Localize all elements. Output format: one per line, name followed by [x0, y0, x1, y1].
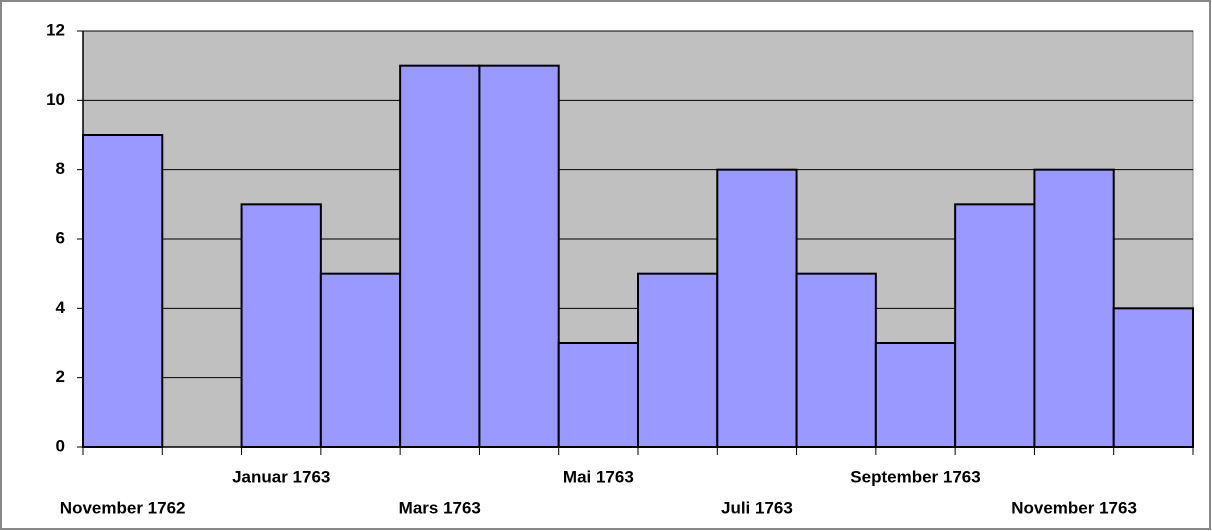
x-tick-label: November 1762: [60, 498, 186, 517]
bar: [954, 203, 1036, 448]
bar: [319, 272, 402, 448]
bar: [795, 272, 877, 448]
y-tick-label: 2: [56, 367, 65, 386]
y-tick-label: 4: [56, 298, 66, 317]
y-tick-label: 6: [56, 228, 65, 247]
y-tick-label: 8: [56, 159, 65, 178]
x-tick-label: September 1763: [850, 467, 980, 486]
bar: [557, 342, 640, 448]
x-tick-label: Juli 1763: [721, 498, 793, 517]
bar: [478, 64, 560, 449]
bar: [1112, 307, 1194, 449]
x-tick-label: Mai 1763: [563, 467, 634, 486]
y-tick-label: 10: [46, 90, 65, 109]
y-tick-label: 12: [46, 20, 65, 39]
bar: [637, 272, 719, 448]
bar: [874, 342, 957, 448]
bar: [82, 134, 164, 448]
y-tick-label: 0: [56, 436, 65, 455]
bar: [399, 64, 481, 449]
x-tick-label: November 1763: [1011, 498, 1137, 517]
bar: [1033, 168, 1115, 449]
x-tick-label: Mars 1763: [399, 498, 481, 517]
x-tick-label: Januar 1763: [232, 467, 330, 486]
bar: [240, 203, 322, 448]
bar: [716, 168, 798, 449]
